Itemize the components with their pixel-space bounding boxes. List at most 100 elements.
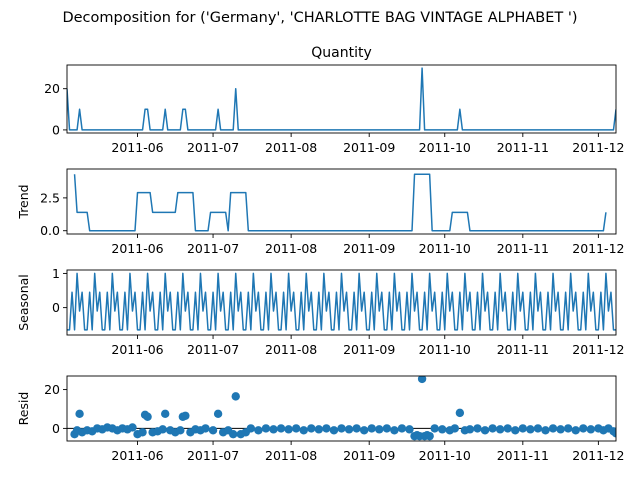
- resid-point: [138, 428, 147, 437]
- xtick-label: 2011-09: [343, 140, 395, 155]
- xtick-label: 2011-07: [187, 342, 239, 357]
- xtick-label: 2011-09: [343, 241, 395, 256]
- resid-point: [299, 426, 308, 435]
- xtick-label: 2011-12: [572, 140, 624, 155]
- ytick-label: 0: [52, 122, 60, 137]
- resid-point: [518, 424, 528, 433]
- axes-frame-resid: [66, 375, 617, 442]
- panel-trend: 0.0 2.5 2011-06 2011-07 2011-08 2011-09 2011-1…: [16, 168, 624, 256]
- series-resid: [67, 376, 616, 441]
- resid-point: [611, 429, 616, 438]
- resid-point: [375, 425, 384, 434]
- xtick-label: 2011-06: [111, 140, 163, 155]
- resid-point: [480, 426, 490, 435]
- resid-point: [367, 424, 376, 433]
- resid-point: [276, 424, 286, 433]
- xtick-label: 2011-07: [187, 448, 239, 463]
- resid-point: [503, 424, 512, 433]
- xtick-label: 2011-10: [419, 241, 471, 256]
- resid-point: [213, 409, 223, 419]
- xtick-label: 2011-09: [343, 342, 395, 357]
- resid-point: [417, 376, 427, 384]
- xtick-label: 2011-07: [187, 140, 239, 155]
- panel-seasonal: 0 1 2011-06 2011-07 2011-08 2011-09 2011-10 201…: [16, 266, 624, 357]
- xtick-label: 2011-11: [497, 241, 549, 256]
- xtick-label: 2011-10: [419, 448, 471, 463]
- resid-point: [586, 425, 596, 434]
- resid-point: [337, 424, 346, 433]
- resid-point: [314, 425, 324, 434]
- resid-point: [579, 424, 588, 433]
- resid-point: [291, 424, 301, 433]
- xtick-label: 2011-10: [419, 342, 471, 357]
- resid-point: [465, 425, 475, 434]
- xtick-label: 2011-11: [497, 140, 549, 155]
- series-trend: [73, 173, 607, 232]
- ytick-label: 20: [44, 382, 60, 397]
- resid-point: [75, 409, 84, 419]
- resid-point: [158, 425, 167, 434]
- resid-point: [533, 424, 543, 433]
- resid-point: [246, 424, 256, 433]
- axes-frame-observed: [66, 64, 617, 134]
- xtick-label: 2011-12: [572, 241, 624, 256]
- resid-point: [488, 424, 497, 433]
- resid-point: [181, 411, 190, 420]
- ytick-label: 0: [52, 300, 60, 315]
- ytick-label: 2.5: [40, 190, 60, 205]
- resid-point: [254, 426, 263, 435]
- resid-point: [322, 424, 331, 433]
- resid-point: [548, 424, 558, 433]
- panel-title: Quantity: [311, 45, 372, 61]
- xtick-label: 2011-12: [572, 342, 624, 357]
- ytick-label: 0: [52, 421, 60, 436]
- panels: 0 20 2011-06 2011-07 2011-08 2011-09 2011-10 20…: [16, 45, 624, 463]
- resid-point: [405, 425, 414, 434]
- resid-point: [438, 425, 447, 434]
- resid-point: [269, 425, 278, 434]
- panel-resid: 0 20 2011-06 2011-07 2011-08 2011-09 2011-10 20…: [16, 375, 624, 463]
- resid-point: [344, 425, 354, 434]
- series-line-seasonal: [67, 272, 616, 331]
- resid-point: [541, 426, 550, 435]
- xtick-label: 2011-08: [265, 448, 317, 463]
- resid-point: [128, 423, 137, 432]
- resid-point: [473, 424, 482, 433]
- series-seasonal: [67, 272, 616, 331]
- resid-point: [556, 425, 565, 434]
- axes-frame-trend: [66, 168, 617, 235]
- resid-point: [563, 424, 573, 433]
- figure-suptitle: Decomposition for ('Germany', 'CHARLOTTE…: [62, 10, 577, 26]
- resid-point: [284, 425, 293, 434]
- panel-observed: 0 20 2011-06 2011-07 2011-08 2011-09 2011-10 20…: [44, 45, 624, 155]
- xtick-label: 2011-07: [187, 241, 239, 256]
- resid-point: [571, 426, 580, 435]
- resid-point: [450, 424, 460, 433]
- xtick-label: 2011-08: [265, 140, 317, 155]
- resid-point: [382, 424, 392, 433]
- ytick-label: 1: [52, 266, 60, 281]
- resid-point: [208, 426, 218, 435]
- resid-point: [231, 392, 240, 401]
- ytick-label: 20: [44, 81, 60, 96]
- resid-point: [143, 412, 152, 421]
- xtick-label: 2011-08: [265, 342, 317, 357]
- series-line-observed: [67, 67, 616, 131]
- series-line-trend: [73, 173, 607, 232]
- resid-point: [511, 426, 520, 435]
- xtick-label: 2011-11: [497, 448, 549, 463]
- resid-point: [307, 424, 316, 433]
- axes-frame-seasonal: [66, 269, 617, 336]
- resid-point: [161, 409, 170, 419]
- series-observed: [67, 67, 616, 131]
- xtick-label: 2011-10: [419, 140, 471, 155]
- xtick-label: 2011-06: [111, 342, 163, 357]
- resid-point: [397, 424, 407, 433]
- resid-point: [261, 424, 271, 433]
- ylabel-resid: Resid: [16, 392, 31, 426]
- xtick-label: 2011-06: [111, 241, 163, 256]
- xtick-label: 2011-12: [572, 448, 624, 463]
- xtick-label: 2011-08: [265, 241, 317, 256]
